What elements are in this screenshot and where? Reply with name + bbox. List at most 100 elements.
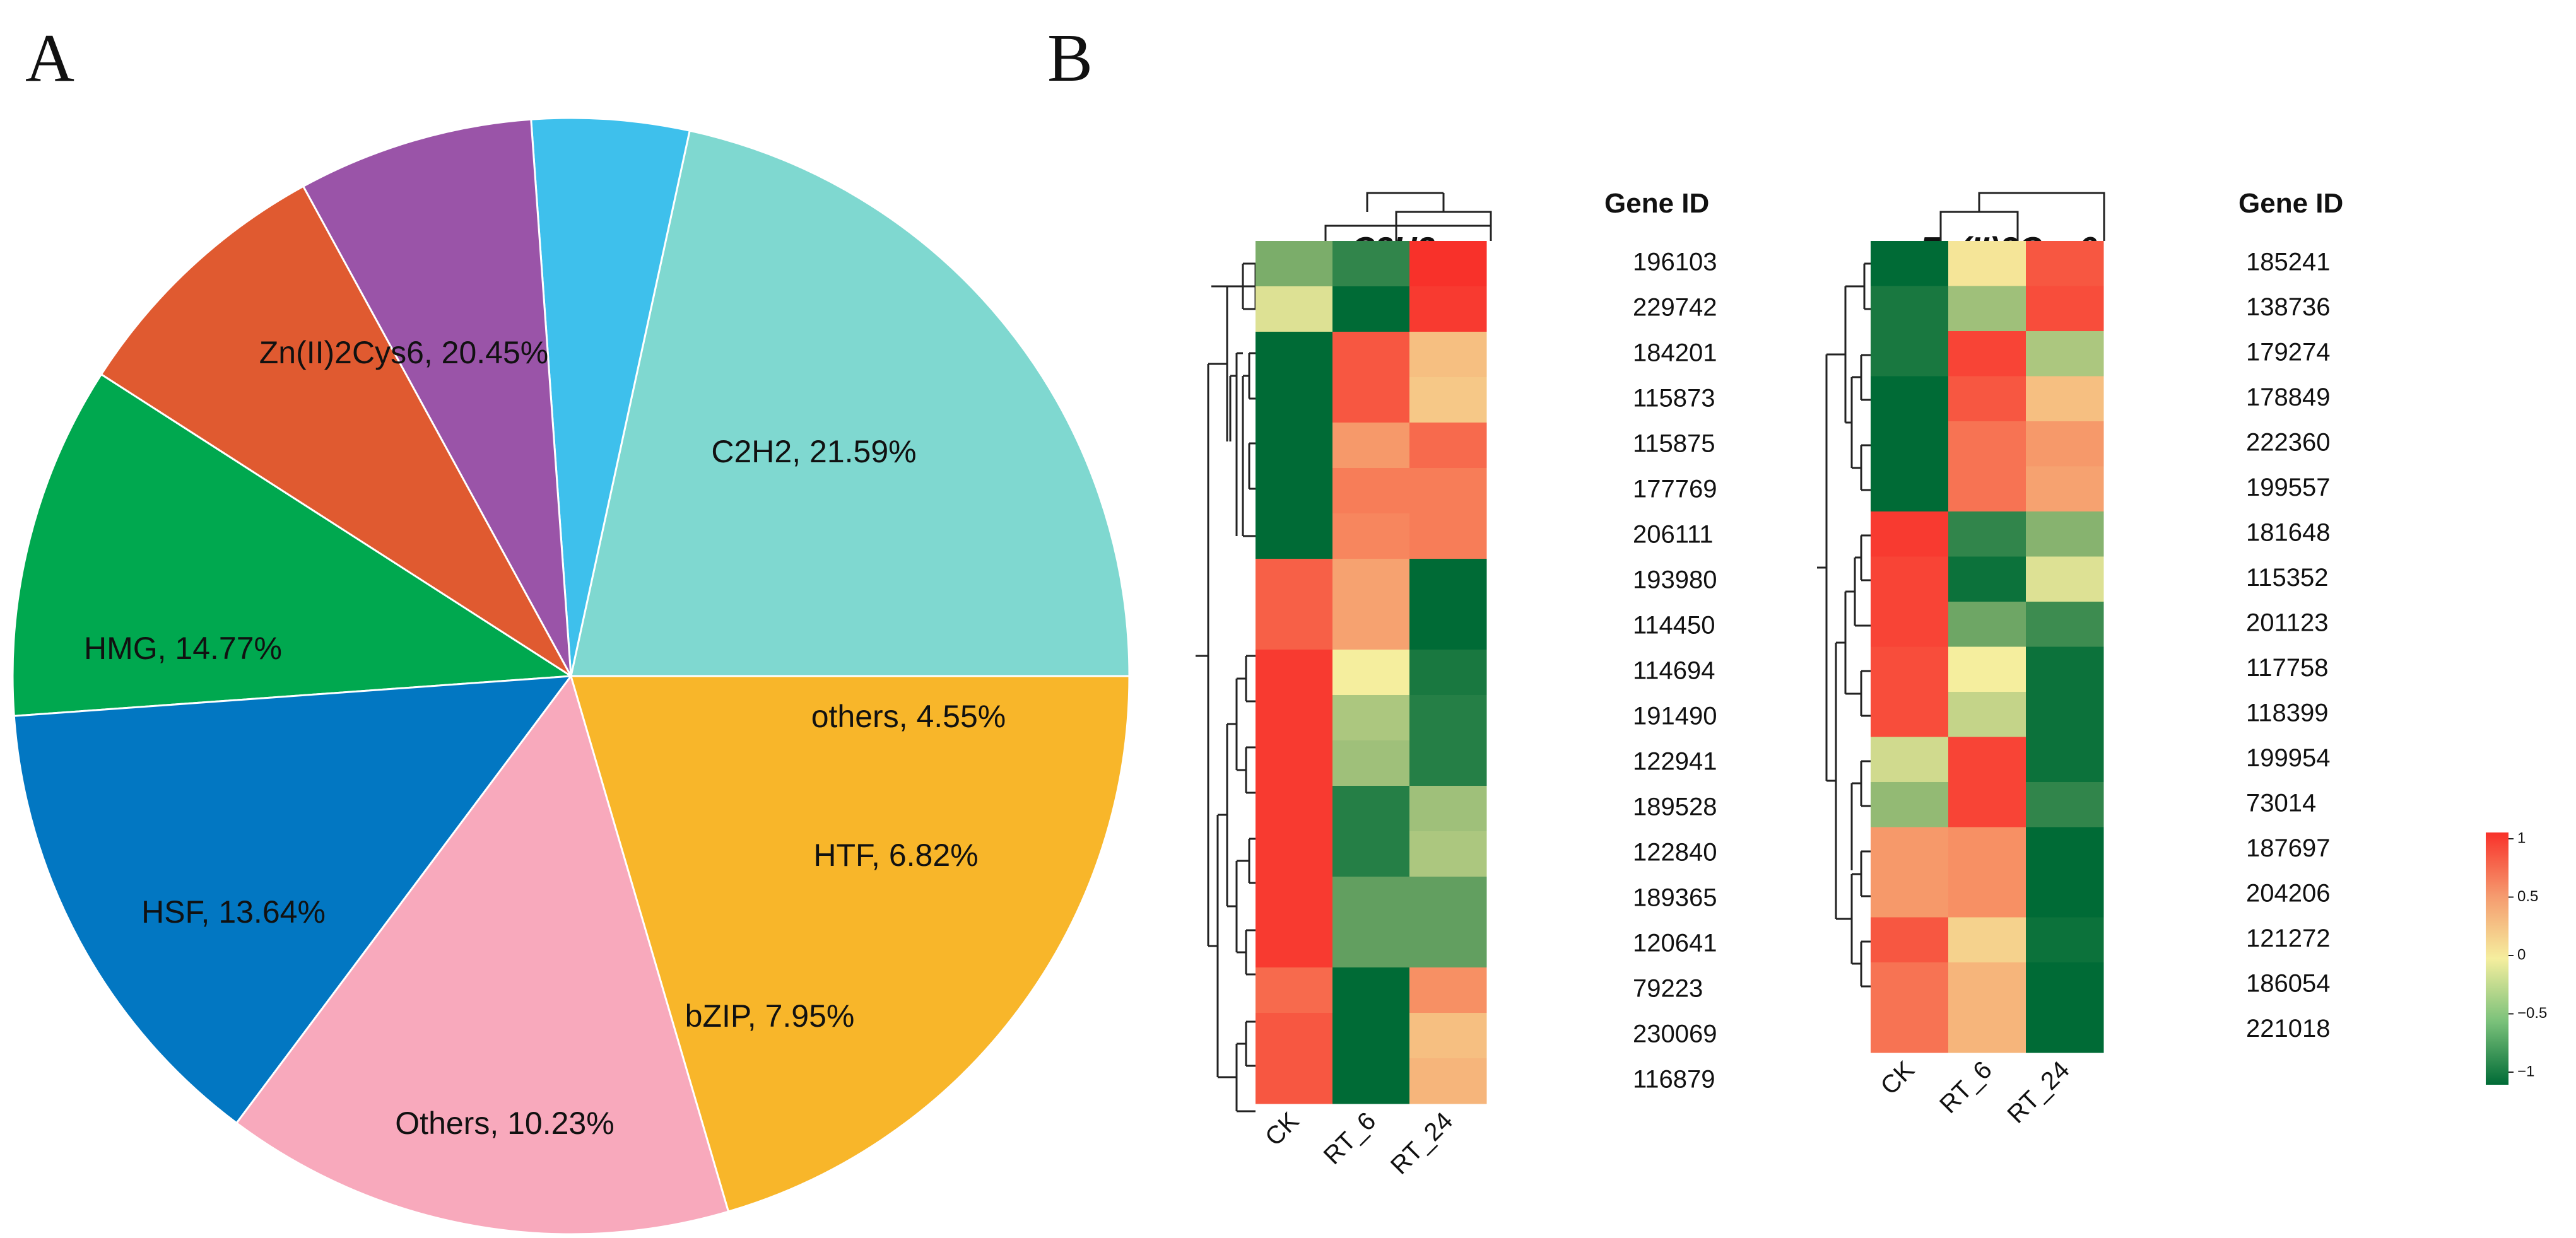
c2h2-cell-193980-ck — [1256, 559, 1333, 605]
pie-slice-hsf-5 — [13, 675, 573, 1124]
c2h2-gene-196103: 196103 — [1633, 248, 1717, 276]
zn2cys6-cell-178849-rt-6 — [1948, 376, 2026, 422]
pie-label-bzip-3: bZIP, 7.95% — [685, 998, 855, 1034]
zn2cys6-cell-118399-rt-6 — [1948, 692, 2026, 737]
zn2cys6-cell-222360-ck — [1871, 421, 1949, 467]
c2h2-cell-189365-rt-24 — [1409, 877, 1487, 923]
zn2cys6-col-rt-6: RT_6 — [1934, 1056, 1997, 1119]
c2h2-cell-229742-ck — [1256, 286, 1333, 332]
zn2cys6-cell-121272-ck — [1871, 917, 1949, 963]
c2h2-cell-196103-rt-24 — [1409, 241, 1487, 287]
heatmap-zn2cys6-col-dendrogram — [1939, 192, 2105, 241]
heatmap-zn2cys6-gene-header: Gene ID — [2238, 188, 2343, 219]
c2h2-gene-206111: 206111 — [1633, 521, 1714, 549]
heatmap-zn2cys6-row-labels: 185241 138736 179274 178849 222360 199557 1816… — [2246, 248, 2330, 1042]
pie-label-others-4: Others, 10.23% — [395, 1106, 614, 1141]
zn2cys6-cell-204206-ck — [1871, 872, 1949, 918]
zn2cys6-cell-187697-rt-6 — [1948, 827, 2026, 873]
c2h2-cell-115873-rt-6 — [1332, 377, 1410, 423]
zn2cys6-cell-178849-ck — [1871, 376, 1949, 422]
pie-label-others-1: others, 4.55% — [811, 699, 1006, 734]
color-scale-bar — [2486, 832, 2508, 1085]
zn2cys6-cell-221018-rt-6 — [1948, 1007, 2026, 1053]
c2h2-cell-184201-rt-6 — [1332, 332, 1410, 378]
zn2cys6-cell-73014-rt-24 — [2026, 782, 2104, 827]
zn2cys6-gene-186054: 186054 — [2246, 969, 2330, 997]
zn2cys6-gene-221018: 221018 — [2246, 1015, 2330, 1042]
zn2cys6-gene-138736: 138736 — [2246, 293, 2330, 321]
c2h2-cell-191490-rt-24 — [1409, 695, 1487, 741]
zn2cys6-cell-73014-rt-6 — [1948, 782, 2026, 827]
zn2cys6-cell-186054-rt-24 — [2026, 962, 2104, 1008]
panel-a-label: A — [25, 21, 74, 96]
zn2cys6-cell-199557-rt-6 — [1948, 466, 2026, 512]
c2h2-cell-196103-rt-6 — [1332, 241, 1410, 287]
c2h2-cell-79223-ck — [1256, 967, 1333, 1013]
pie-chart: C2H2, 21.59% others, 4.55% HTF, 6.82% bZIP,… — [11, 117, 1131, 1235]
heatmap-c2h2: C2H2 Gene ID — [1196, 188, 1717, 1180]
zn2cys6-col-rt-24: RT_24 — [2002, 1056, 2075, 1129]
zn2cys6-cell-186054-rt-6 — [1948, 962, 2026, 1008]
zn2cys6-cell-117758-rt-24 — [2026, 646, 2104, 692]
heatmap-c2h2-cells — [1256, 241, 1487, 1104]
pie-label-htf-2: HTF, 6.82% — [813, 838, 978, 873]
pie-label-zn-ii-2cys6-7: Zn(II)2Cys6, 20.45% — [259, 335, 549, 370]
zn2cys6-cell-138736-rt-24 — [2026, 286, 2104, 332]
c2h2-gene-114694: 114694 — [1633, 657, 1715, 685]
heatmap-zn2cys6-cells — [1871, 241, 2104, 1053]
zn2cys6-cell-179274-rt-24 — [2026, 331, 2104, 377]
zn2cys6-cell-199954-rt-24 — [2026, 737, 2104, 783]
c2h2-cell-184201-ck — [1256, 332, 1333, 378]
zn2cys6-gene-199557: 199557 — [2246, 474, 2330, 501]
c2h2-cell-114450-rt-24 — [1409, 604, 1487, 650]
zn2cys6-cell-179274-rt-6 — [1948, 331, 2026, 377]
zn2cys6-cell-117758-ck — [1871, 646, 1949, 692]
c2h2-cell-122840-rt-24 — [1409, 831, 1487, 877]
zn2cys6-gene-199954: 199954 — [2246, 744, 2330, 772]
c2h2-cell-116879-rt-6 — [1332, 1058, 1410, 1104]
c2h2-gene-116879: 116879 — [1633, 1066, 1715, 1094]
heatmap-c2h2-row-dendrogram — [1196, 262, 1257, 1112]
zn2cys6-cell-185241-rt-24 — [2026, 241, 2104, 286]
c2h2-cell-229742-rt-24 — [1409, 286, 1487, 332]
c2h2-gene-177769: 177769 — [1633, 476, 1717, 503]
c2h2-cell-230069-rt-6 — [1332, 1013, 1410, 1059]
panel-b-label: B — [1047, 21, 1093, 96]
c2h2-cell-120641-ck — [1256, 922, 1333, 968]
c2h2-cell-191490-rt-6 — [1332, 695, 1410, 741]
pie-slice-htf-2 — [302, 118, 572, 677]
zn2cys6-cell-115352-rt-6 — [1948, 556, 2026, 602]
c2h2-cell-189528-ck — [1256, 786, 1333, 832]
heatmap-zn2cys6-col-labels: CK RT_6 RT_24 — [1875, 1056, 2074, 1129]
c2h2-gene-115873: 115873 — [1633, 385, 1715, 412]
heatmap-c2h2-col-labels: CK RT_6 RT_24 — [1260, 1107, 1458, 1180]
zn2cys6-cell-73014-ck — [1871, 782, 1949, 827]
zn2cys6-cell-187697-rt-24 — [2026, 827, 2104, 873]
heatmap-c2h2-row-labels: 196103 229742 184201 115873 115875 177769 2061… — [1633, 248, 1717, 1094]
c2h2-cell-115875-ck — [1256, 423, 1333, 469]
pie-slice-hmg-6 — [235, 674, 730, 1235]
zn2cys6-cell-185241-ck — [1871, 241, 1949, 286]
zn2cys6-cell-179274-ck — [1871, 331, 1949, 377]
c2h2-cell-114450-ck — [1256, 604, 1333, 650]
c2h2-cell-79223-rt-6 — [1332, 967, 1410, 1013]
c2h2-cell-193980-rt-24 — [1409, 559, 1487, 605]
c2h2-gene-184201: 184201 — [1633, 339, 1717, 367]
zn2cys6-col-ck: CK — [1875, 1056, 1920, 1101]
zn2cys6-cell-199557-rt-24 — [2026, 466, 2104, 512]
zn2cys6-gene-179274: 179274 — [2246, 338, 2330, 366]
c2h2-cell-122941-rt-6 — [1332, 740, 1410, 786]
zn2cys6-gene-181648: 181648 — [2246, 518, 2330, 546]
zn2cys6-cell-138736-rt-6 — [1948, 286, 2026, 332]
c2h2-cell-193980-rt-6 — [1332, 559, 1410, 605]
c2h2-cell-122941-ck — [1256, 740, 1333, 786]
zn2cys6-cell-187697-ck — [1871, 827, 1949, 873]
c2h2-gene-79223: 79223 — [1633, 975, 1703, 1003]
c2h2-cell-115875-rt-24 — [1409, 423, 1487, 469]
c2h2-cell-79223-rt-24 — [1409, 967, 1487, 1013]
zn2cys6-cell-201123-ck — [1871, 602, 1949, 647]
pie-label-hsf-5: HSF, 13.64% — [141, 894, 326, 930]
zn2cys6-cell-121272-rt-24 — [2026, 917, 2104, 963]
